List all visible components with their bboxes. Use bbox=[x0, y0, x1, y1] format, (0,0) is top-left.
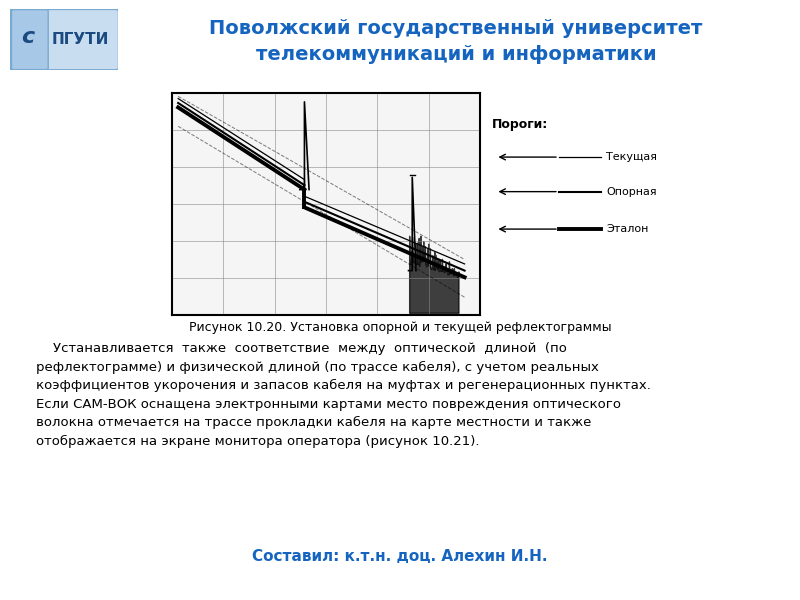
Text: Эталон: Эталон bbox=[606, 224, 649, 234]
FancyBboxPatch shape bbox=[11, 10, 48, 70]
Text: Поволжский государственный университет: Поволжский государственный университет bbox=[210, 19, 702, 38]
Text: ПГУТИ: ПГУТИ bbox=[52, 32, 110, 47]
Text: с: с bbox=[21, 26, 34, 47]
FancyBboxPatch shape bbox=[10, 8, 119, 71]
Text: Рисунок 10.20. Установка опорной и текущей рефлектограммы: Рисунок 10.20. Установка опорной и текущ… bbox=[189, 321, 611, 334]
Text: Опорная: Опорная bbox=[606, 187, 657, 197]
Text: Устанавливается  также  соответствие  между  оптической  длиной  (по
рефлектогра: Устанавливается также соответствие между… bbox=[36, 342, 651, 448]
Text: телекоммуникаций и информатики: телекоммуникаций и информатики bbox=[256, 46, 656, 64]
Text: Составил: к.т.н. доц. Алехин И.Н.: Составил: к.т.н. доц. Алехин И.Н. bbox=[252, 549, 548, 564]
Text: Текущая: Текущая bbox=[606, 152, 658, 162]
Text: Пороги:: Пороги: bbox=[492, 118, 548, 131]
